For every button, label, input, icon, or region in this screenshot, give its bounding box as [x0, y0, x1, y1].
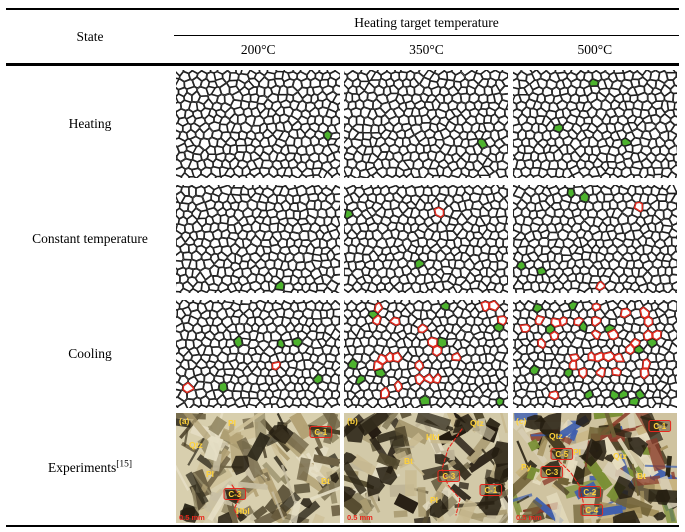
grain-mesh-constant-500c: [511, 181, 679, 296]
svg-text:Pl: Pl: [206, 469, 214, 479]
grain-mesh-cooling-500c: [511, 296, 679, 411]
svg-text:C-1: C-1: [485, 486, 498, 495]
experiments-text: Experiments: [47, 460, 117, 475]
svg-text:C-5: C-5: [555, 450, 568, 459]
svg-text:0.5 mm: 0.5 mm: [347, 513, 373, 522]
temperature-group: Heating target temperature 200°C 350°C 5…: [174, 10, 679, 63]
svg-text:(b): (b): [347, 416, 358, 426]
svg-text:Bt: Bt: [321, 476, 330, 486]
grain-mesh-heating-350c: [342, 66, 510, 181]
svg-text:C-1: C-1: [653, 422, 666, 431]
column-header-200c: 200°C: [240, 41, 276, 57]
svg-text:Qtz: Qtz: [613, 451, 627, 461]
svg-text:C-3: C-3: [443, 472, 456, 481]
grain-mesh-cooling-350c: [342, 296, 510, 411]
svg-text:Bt: Bt: [404, 456, 413, 466]
grain-mesh-heating-500c: [511, 66, 679, 181]
table-row-cooling: Cooling: [6, 296, 679, 411]
svg-text:Hbl: Hbl: [236, 506, 250, 516]
table-row-experiments: Experiments[15] (a) Pl Qtz Pl Bt Hbl C-1 C-3 0.5…: [6, 411, 679, 525]
svg-text:C-2: C-2: [583, 488, 596, 497]
svg-text:Py: Py: [521, 462, 532, 472]
results-table: State Heating target temperature 200°C 3…: [6, 8, 679, 527]
svg-text:0.5 mm: 0.5 mm: [516, 513, 542, 522]
svg-text:C-4: C-4: [585, 506, 598, 515]
grain-mesh-constant-200c: [174, 181, 342, 296]
table-body: Heating Constant temperature Cooling: [6, 66, 679, 527]
svg-text:Qtz: Qtz: [189, 440, 203, 450]
svg-text:C-3: C-3: [545, 468, 558, 477]
svg-text:Qtz: Qtz: [549, 431, 563, 441]
table-row-constant-temperature: Constant temperature: [6, 181, 679, 296]
row-label-constant-temperature: Constant temperature: [32, 230, 148, 246]
svg-text:Qtz: Qtz: [470, 418, 484, 428]
table-header: State Heating target temperature 200°C 3…: [6, 8, 679, 66]
column-header-500c: 500°C: [577, 41, 613, 57]
grain-mesh-cooling-200c: [174, 296, 342, 411]
svg-text:Hbl: Hbl: [426, 432, 440, 442]
svg-text:Pl: Pl: [430, 495, 438, 505]
state-header: State: [76, 28, 104, 44]
svg-text:Pl: Pl: [228, 418, 236, 428]
svg-text:Pl: Pl: [573, 447, 581, 457]
table-row-heating: Heating: [6, 66, 679, 181]
grain-mesh-heating-200c: [174, 66, 342, 181]
row-label-cooling: Cooling: [68, 345, 112, 361]
micrograph-a: (a) Pl Qtz Pl Bt Hbl C-1 C-3 0.5 mm: [174, 411, 342, 525]
column-header-350c: 350°C: [409, 41, 444, 57]
svg-text:C-1: C-1: [315, 428, 328, 437]
grain-mesh-constant-350c: [342, 181, 510, 296]
svg-text:0.5 mm: 0.5 mm: [179, 513, 205, 522]
svg-text:Bt: Bt: [637, 471, 646, 481]
row-label-heating: Heating: [68, 115, 112, 131]
svg-text:(a): (a): [179, 416, 190, 426]
svg-text:C-3: C-3: [229, 490, 242, 499]
micrograph-b: (b) Qtz Hbl Bt Pl C-3 C-1 0.5 mm: [342, 411, 510, 525]
group-header: Heating target temperature: [174, 10, 679, 36]
experiments-citation: [15]: [116, 459, 133, 470]
micrograph-c: (c) Qtz Pl Qtz Py Bt C-1 C-5 C-3 C-2 C-4 0.5 mm: [511, 411, 679, 525]
svg-text:(c): (c): [516, 416, 527, 426]
temperature-columns: 200°C 350°C 500°C: [174, 36, 679, 63]
row-label-experiments: Experiments[15]: [6, 411, 174, 525]
